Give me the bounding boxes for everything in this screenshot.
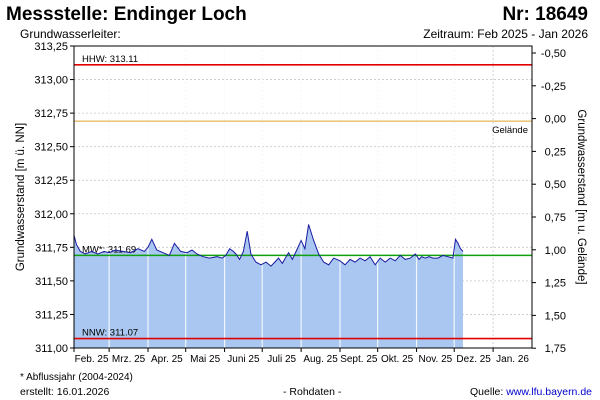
y-tick-label: 311,50 <box>35 276 68 288</box>
period-label: Zeitraum: Feb 2025 - Jan 2026 <box>423 27 588 41</box>
y-tick-label: 312,50 <box>34 142 68 154</box>
y-axis-label-right: Grundwasserstand [m u. Gelände] <box>575 109 587 284</box>
groundwater-chart: HHW: 313.11 Gelände MW*: 311.69 NNW: 311.07… <box>15 41 587 365</box>
raw-data-label: - Rohdaten - <box>283 386 342 398</box>
x-tick-label: Juli 25 <box>267 354 296 365</box>
x-tick-label: Aug. 25 <box>303 354 338 365</box>
y-tick-label: 312,25 <box>34 175 68 187</box>
y-axis-left: 313,25 313,00 312,75 312,50 312,25 312,00 311,… <box>34 41 74 355</box>
y-right-tick-label: 0,25 <box>545 146 566 158</box>
ref-label-gelaende: Gelände <box>492 125 528 136</box>
y-right-tick-label: 0,00 <box>545 114 566 126</box>
month-gridlines <box>108 46 455 348</box>
ref-label-hhw: HHW: 313.11 <box>82 54 138 65</box>
y-right-tick-label: 1,00 <box>545 245 566 257</box>
y-tick-label: 312,75 <box>34 108 68 120</box>
y-right-tick-label: 0,50 <box>545 179 566 191</box>
y-right-tick-label: 1,25 <box>545 278 566 290</box>
ref-label-nnw: NNW: 311.07 <box>82 328 138 339</box>
page-title: Messstelle: Endinger Loch <box>6 4 247 25</box>
y-axis-label: Grundwasserstand [m ü. NN] <box>15 123 27 271</box>
y-right-tick-label: -0,25 <box>541 81 566 93</box>
x-tick-label: Mrz. 25 <box>112 354 146 365</box>
station-number: Nr: 18649 <box>502 4 588 25</box>
y-tick-label: 311,00 <box>35 343 68 355</box>
y-right-tick-label: 0,75 <box>545 212 566 224</box>
created-date: erstellt: 16.01.2026 <box>20 386 110 398</box>
x-tick-label: Apr. 25 <box>151 354 183 365</box>
aquifer-label: Grundwasserleiter: <box>20 27 121 41</box>
source-link[interactable]: www.lfu.bayern.de <box>506 386 592 398</box>
source: Quelle: www.lfu.bayern.de <box>470 386 592 398</box>
y-tick-label: 313,25 <box>34 41 68 53</box>
x-tick-label: Okt. 25 <box>381 354 414 365</box>
y-tick-label: 311,75 <box>35 242 68 254</box>
x-tick-label: Nov. 25 <box>419 354 453 365</box>
y-right-tick-label: 1,75 <box>545 343 566 355</box>
ref-label-mw: MW*: 311.69 <box>82 244 136 255</box>
y-tick-label: 313,00 <box>34 75 68 87</box>
x-tick-label: Sept. 25 <box>340 354 378 365</box>
y-tick-label: 312,00 <box>34 209 68 221</box>
footnote: * Abflussjahr (2004-2024) <box>20 372 133 383</box>
x-tick-label: Feb. 25 <box>75 354 109 365</box>
y-right-tick-label: -0,50 <box>541 48 566 60</box>
water-level-line <box>73 224 464 267</box>
y-right-tick-label: 1,50 <box>545 310 566 322</box>
y-axis-right: -0,50 -0,25 0,00 0,25 0,50 0,75 1,00 1,25 1,50 1,… <box>532 48 566 355</box>
x-tick-label: Dez. 25 <box>456 354 491 365</box>
source-prefix: Quelle: <box>470 386 507 398</box>
x-axis: Feb. 25 Mrz. 25 Apr. 25 Mai 25 Juni 25 Juli 2… <box>73 348 529 365</box>
x-tick-label: Mai 25 <box>190 354 220 365</box>
reference-lines: HHW: 313.11 Gelände MW*: 311.69 NNW: 311.07 <box>74 54 532 340</box>
y-tick-label: 311,25 <box>35 309 68 321</box>
x-tick-label: Juni 25 <box>227 354 260 365</box>
x-tick-label: Jan. 26 <box>496 354 529 365</box>
plot-frame <box>73 45 533 349</box>
